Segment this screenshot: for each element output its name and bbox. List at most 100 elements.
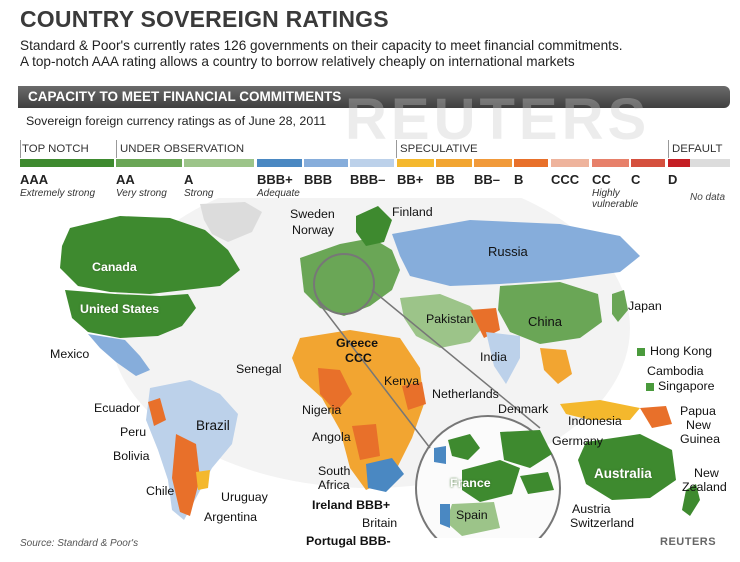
legend-rating-label: BBB [304, 172, 333, 187]
category-divider [668, 140, 669, 158]
india-shape [486, 332, 520, 384]
category-divider [116, 140, 117, 158]
legend-rating-label: C [631, 172, 641, 187]
section-title: CAPACITY TO MEET FINANCIAL COMMITMENTS [28, 89, 342, 104]
label-united-states: United States [80, 302, 160, 316]
legend-rating-label: A [184, 172, 194, 187]
hong-kong-marker [637, 348, 645, 356]
greenland [200, 202, 262, 242]
middle-east-shape [400, 294, 486, 348]
label-spain: Spain [456, 508, 488, 522]
legend-rating-desc: Extremely strong [20, 188, 96, 199]
europe-small-circle [313, 253, 375, 315]
kenya-shape [402, 382, 426, 410]
label-france: France [450, 476, 491, 490]
legend-swatch [668, 159, 708, 167]
category-divider [20, 140, 21, 158]
france-zoom [462, 460, 520, 502]
label-senegal: Senegal [236, 362, 282, 376]
legend-rating-label: CCC [551, 172, 580, 187]
legend-rating-label: D [668, 172, 678, 187]
mexico-shape [88, 334, 150, 376]
label-portugal: Portugal BBB- [306, 534, 391, 548]
europe-shape [300, 238, 400, 316]
legend-swatch [592, 159, 629, 167]
scandinavia-shape [356, 206, 392, 246]
legend-swatch [304, 159, 348, 167]
reuters-logo: REUTERS [660, 536, 717, 548]
russia-shape [392, 220, 640, 286]
zoom-connector [371, 289, 541, 429]
reuters-watermark: REUTERS [345, 87, 651, 152]
se-asia-shape [540, 348, 572, 384]
source-note: Source: Standard & Poor's [20, 538, 139, 549]
label-greece-rating: CCC [345, 351, 372, 365]
legend-rating-desc: Very strong [116, 188, 167, 199]
label-ecuador: Ecuador [94, 401, 141, 415]
label-new-zealand-1: New [694, 466, 719, 480]
label-mexico: Mexico [50, 347, 90, 361]
legend-rating-label: BB [436, 172, 455, 187]
legend-swatch [474, 159, 512, 167]
label-cambodia: Cambodia [647, 364, 704, 378]
legend-swatch [514, 159, 548, 167]
label-png-new: New [686, 418, 711, 432]
ecuador-shape [148, 398, 166, 426]
label-norway: Norway [292, 223, 334, 237]
legend-rating-label: B [514, 172, 524, 187]
label-south: South [318, 464, 351, 478]
label-guinea: Guinea [680, 432, 720, 446]
label-switzerland: Switzerland [570, 516, 635, 530]
uruguay-shape [196, 470, 210, 490]
category-under-observation: UNDER OBSERVATION [120, 143, 245, 155]
as-of-date: Sovereign foreign currency ratings as of… [26, 114, 327, 128]
legend-rating-label: BBB+ [257, 172, 293, 187]
label-austria: Austria [572, 502, 611, 516]
legend-rating-label: AAA [20, 172, 49, 187]
legend-swatch [20, 159, 114, 167]
china-shape [498, 282, 602, 344]
subtitle: Standard & Poor's currently rates 126 go… [20, 38, 735, 70]
legend-rating-label: BBB– [350, 172, 386, 187]
label-britain: Britain [362, 516, 398, 530]
britain-zoom [448, 434, 480, 460]
label-pakistan: Pakistan [426, 312, 474, 326]
austria-zoom [520, 472, 554, 494]
legend-rating-desc: Strong [184, 188, 214, 199]
world-map [60, 198, 700, 538]
germany-zoom [500, 430, 552, 468]
legend-swatch [631, 159, 665, 167]
label-brazil: Brazil [196, 418, 230, 433]
label-india: India [480, 350, 507, 364]
label-kenya: Kenya [384, 374, 420, 388]
label-nigeria: Nigeria [302, 403, 342, 417]
singapore-marker [646, 383, 654, 391]
label-angola: Angola [312, 430, 351, 444]
label-hong-kong: Hong Kong [650, 344, 713, 358]
argentina-shape [172, 434, 200, 516]
label-australia: Australia [594, 466, 652, 481]
label-germany: Germany [552, 434, 603, 448]
legend-rating-label: BB+ [397, 172, 424, 187]
portugal-zoom [440, 504, 450, 528]
legend-swatch [397, 159, 434, 167]
section-bar [18, 86, 730, 108]
japan-shape [612, 290, 628, 322]
new-zealand-shape [682, 484, 700, 516]
pakistan-shape [470, 308, 500, 338]
label-canada: Canada [92, 260, 137, 274]
legend-rating-desc: No data [690, 192, 726, 203]
label-sweden: Sweden [290, 207, 335, 221]
canada-shape [60, 216, 240, 294]
label-peru: Peru [120, 425, 147, 439]
legend-swatch [184, 159, 254, 167]
indonesia-shape [560, 400, 640, 420]
label-chile: Chile [146, 484, 175, 498]
label-china: China [528, 314, 562, 329]
label-denmark: Denmark [498, 402, 549, 416]
legend-rating-label: BB– [474, 172, 501, 187]
legend-rating-label: AA [116, 172, 135, 187]
category-top-notch: TOP NOTCH [22, 143, 89, 155]
subtitle-line-2: A top-notch AAA rating allows a country … [20, 54, 575, 69]
category-default: DEFAULT [672, 143, 723, 155]
